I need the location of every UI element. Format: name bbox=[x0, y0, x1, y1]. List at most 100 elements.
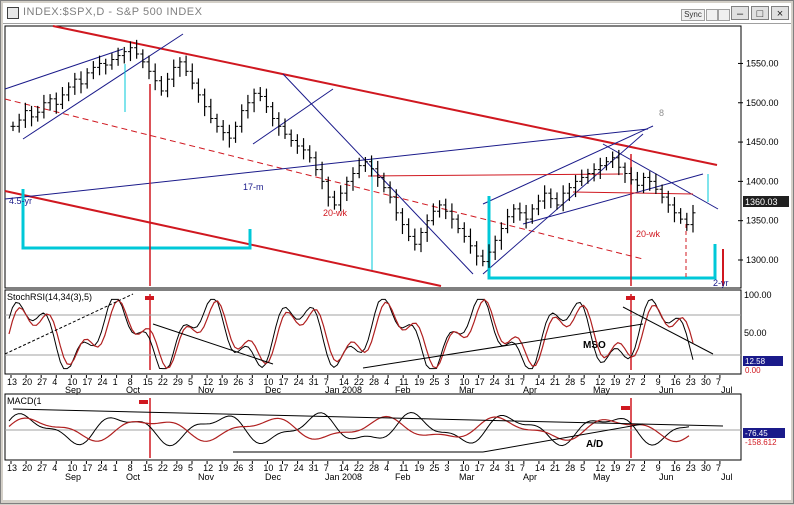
x-tick-day: 7 bbox=[324, 377, 329, 387]
stoch-tick-50: 50.00 bbox=[744, 328, 767, 338]
x-tick-day: 27 bbox=[37, 377, 47, 387]
x-tick-day: 19 bbox=[414, 463, 424, 473]
x-tick-day: 2 bbox=[641, 377, 646, 387]
stoch-trendline-4 bbox=[622, 306, 714, 355]
stoch-trendline-1 bbox=[4, 293, 134, 355]
price-axis: 1550.00 1500.00 1450.00 1400.00 1350.00 1300.… bbox=[738, 58, 779, 265]
x-month-label: Jul bbox=[721, 385, 733, 395]
macd-trendline-1 bbox=[12, 408, 724, 427]
x-tick-day: 28 bbox=[565, 377, 575, 387]
x-month-label: Oct bbox=[126, 385, 141, 395]
x-tick-day: 19 bbox=[610, 377, 620, 387]
x-tick-day: 25 bbox=[429, 377, 439, 387]
x-tick-day: 28 bbox=[369, 377, 379, 387]
last-price-box bbox=[743, 196, 789, 207]
annotation-ad: A/D bbox=[586, 439, 603, 450]
chart-svg: 1550.001500.001450.001400.001350.001300.… bbox=[4, 25, 789, 482]
stoch-last-box bbox=[743, 356, 783, 366]
x-month-label: Mar bbox=[459, 472, 475, 482]
cycle-bracket-2 bbox=[487, 196, 717, 280]
toggle-a-button[interactable] bbox=[706, 9, 718, 21]
trendline-h bbox=[602, 143, 719, 210]
x-tick-day: 19 bbox=[414, 377, 424, 387]
x-tick-day: 13 bbox=[7, 463, 17, 473]
x-tick-day: 17 bbox=[475, 377, 485, 387]
x-tick-day: 7 bbox=[716, 377, 721, 387]
x-tick-day: 19 bbox=[610, 463, 620, 473]
annotation-20wk-1: 20-wk bbox=[323, 208, 348, 218]
stoch-last-value-2: 0.00 bbox=[745, 366, 761, 375]
x-tick-day: 30 bbox=[701, 377, 711, 387]
price-tick-label: 1500.00 bbox=[746, 98, 779, 108]
cycle-markers bbox=[21, 64, 717, 280]
x-month-label: Apr bbox=[523, 472, 537, 482]
x-month-label: Jan 2008 bbox=[325, 472, 362, 482]
stochrsi-signal-line bbox=[8, 298, 694, 369]
macd-title: MACD(1 bbox=[7, 396, 42, 406]
x-tick-day: 7 bbox=[716, 463, 721, 473]
x-tick-day: 19 bbox=[218, 377, 228, 387]
maximize-icon[interactable]: □ bbox=[751, 6, 769, 20]
x-tick-day: 17 bbox=[475, 463, 485, 473]
x-tick-day: 10 bbox=[263, 377, 273, 387]
x-tick-day: 24 bbox=[98, 377, 108, 387]
x-tick-day: 31 bbox=[505, 377, 515, 387]
x-tick-day: 2 bbox=[641, 463, 646, 473]
x-tick-day: 24 bbox=[490, 377, 500, 387]
x-month-label: Nov bbox=[198, 385, 215, 395]
price-tick-label: 1300.00 bbox=[746, 255, 779, 265]
x-tick-day: 31 bbox=[505, 463, 515, 473]
toggle-b-button[interactable] bbox=[718, 9, 730, 21]
x-tick-day: 9 bbox=[656, 463, 661, 473]
vertical-markers bbox=[139, 84, 724, 458]
stochrsi-line bbox=[8, 298, 694, 370]
x-month-label: Nov bbox=[198, 472, 215, 482]
x-tick-day: 20 bbox=[22, 377, 32, 387]
x-month-label: Feb bbox=[395, 472, 411, 482]
x-tick-day: 14 bbox=[535, 463, 545, 473]
x-tick-day: 10 bbox=[460, 463, 470, 473]
signal-tick-oct bbox=[145, 296, 154, 300]
cycle-bracket-1 bbox=[21, 189, 252, 250]
x-month-label: Jan 2008 bbox=[325, 385, 362, 395]
chart-canvas[interactable]: 1550.00 1500.00 1450.00 1400.00 1350.00 1300.… bbox=[3, 24, 791, 500]
x-month-label: Apr bbox=[523, 385, 537, 395]
x-tick-day: 10 bbox=[67, 377, 77, 387]
macd-panel bbox=[4, 393, 742, 461]
x-month-label: Sep bbox=[65, 472, 81, 482]
x-month-label: Mar bbox=[459, 385, 475, 395]
signal-tick-may bbox=[626, 296, 635, 300]
macd-line bbox=[8, 411, 690, 447]
x-tick-day: 21 bbox=[550, 463, 560, 473]
x-tick-day: 3 bbox=[248, 463, 253, 473]
stoch-trendline-2 bbox=[152, 323, 274, 365]
stoch-lines bbox=[8, 298, 694, 370]
x-tick-day: 9 bbox=[656, 377, 661, 387]
close-icon[interactable]: × bbox=[771, 6, 789, 20]
sync-button[interactable]: Sync bbox=[681, 9, 705, 21]
x-month-label: Dec bbox=[265, 385, 282, 395]
macd-last-value-2: -158.612 bbox=[745, 438, 777, 447]
minimize-icon[interactable]: – bbox=[731, 6, 749, 20]
x-tick-day: 15 bbox=[143, 377, 153, 387]
x-tick-day: 26 bbox=[233, 377, 243, 387]
x-tick-day: 27 bbox=[625, 377, 635, 387]
x-tick-day: 4 bbox=[52, 377, 57, 387]
macd-last-box bbox=[743, 428, 785, 438]
x-tick-day: 14 bbox=[339, 463, 349, 473]
x-tick-day: 16 bbox=[671, 463, 681, 473]
x-tick-day: 4 bbox=[52, 463, 57, 473]
trendline-b bbox=[4, 48, 124, 90]
x-tick-day: 21 bbox=[550, 377, 560, 387]
x-tick-day: 26 bbox=[233, 463, 243, 473]
price-tick-label: 1550.00 bbox=[746, 58, 779, 68]
x-tick-day: 5 bbox=[580, 377, 585, 387]
x-tick-day: 1 bbox=[113, 463, 118, 473]
x-tick-day: 12 bbox=[595, 463, 605, 473]
x-tick-day: 25 bbox=[429, 463, 439, 473]
last-price-label: 1360.03 bbox=[745, 197, 778, 207]
stoch-tick-100: 100.00 bbox=[744, 290, 772, 300]
x-tick-day: 3 bbox=[444, 463, 449, 473]
annotation-mso: MSO bbox=[583, 340, 606, 351]
